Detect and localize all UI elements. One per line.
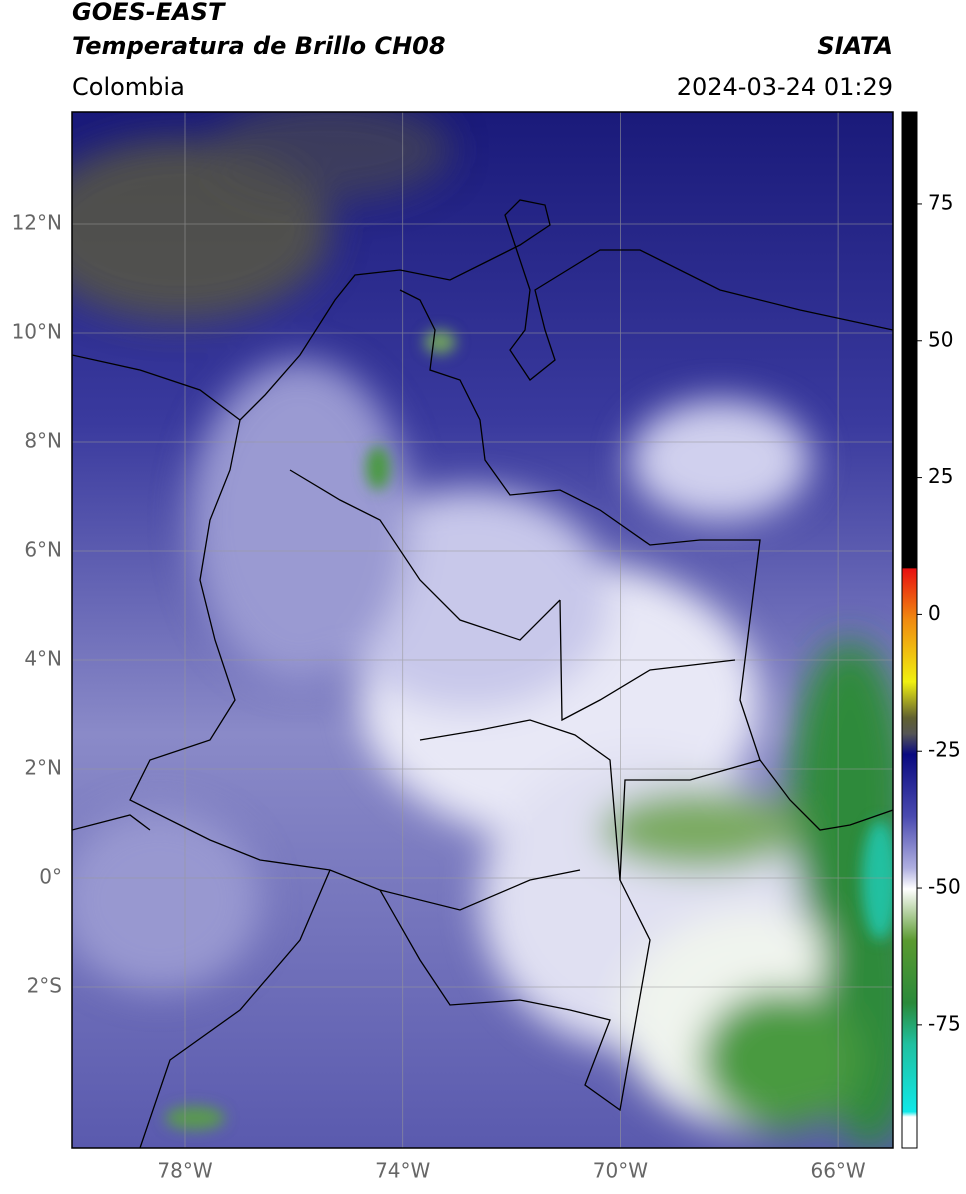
lon-label: 70°W [593, 1159, 648, 1183]
lat-label: 0° [39, 865, 62, 889]
region-label: Colombia [72, 73, 185, 101]
product-title: Temperatura de Brillo CH08 [72, 32, 446, 60]
datetime-label: 2024-03-24 01:29 [677, 73, 893, 101]
colorbar-tick-label: -75 [928, 1011, 961, 1035]
labels: 12°N 10°N 8°N 6°N 4°N 2°N 0° 2°S 78°W 74°W 70°W 66°… [12, 190, 961, 1182]
grid [72, 112, 893, 1148]
colorbar-tick-label: 75 [928, 190, 953, 214]
borders [72, 199, 893, 1148]
map-frame [71, 111, 894, 1149]
lon-label: 78°W [157, 1159, 212, 1183]
lat-label: 2°N [24, 756, 62, 780]
lat-label: 12°N [12, 211, 62, 235]
lat-label: 8°N [24, 429, 62, 453]
colorbar-tick-label: 50 [928, 327, 953, 351]
lat-label: 6°N [24, 538, 62, 562]
colorbar-tick-label: -25 [928, 738, 961, 762]
agency-title: SIATA [817, 32, 893, 60]
satellite-image [72, 112, 893, 1148]
source-title: GOES-EAST [72, 0, 226, 26]
colorbar [901, 111, 918, 1149]
lat-label: 2°S [27, 974, 62, 998]
lon-label: 66°W [810, 1159, 865, 1183]
colorbar-tick-label: 0 [928, 601, 941, 625]
colorbar-tick-label: 25 [928, 464, 953, 488]
lat-label: 10°N [12, 320, 62, 344]
lat-label: 4°N [24, 647, 62, 671]
colorbar-tick-label: -50 [928, 875, 961, 899]
lon-label: 74°W [375, 1159, 430, 1183]
